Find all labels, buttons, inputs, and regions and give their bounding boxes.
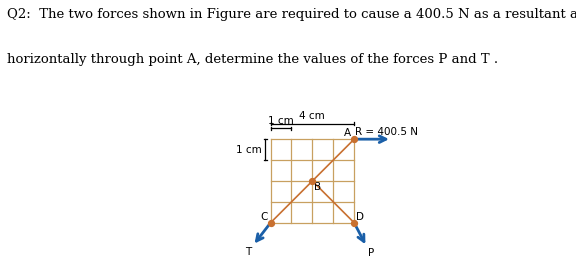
Text: A: A	[344, 128, 351, 138]
Text: R = 400.5 N: R = 400.5 N	[355, 127, 418, 137]
Text: C: C	[261, 212, 268, 222]
Text: horizontally through point A, determine the values of the forces P and T .: horizontally through point A, determine …	[7, 53, 498, 65]
Text: T: T	[245, 247, 251, 257]
Point	[350, 221, 359, 225]
Text: 1 cm: 1 cm	[268, 116, 294, 126]
Point	[350, 137, 359, 141]
Point	[266, 221, 275, 225]
Text: D: D	[356, 212, 364, 222]
Text: B: B	[314, 182, 321, 192]
Text: P: P	[369, 248, 374, 258]
Point	[308, 179, 317, 183]
Text: 1 cm: 1 cm	[237, 145, 262, 155]
Text: Q2:  The two forces shown in Figure are required to cause a 400.5 N as a resulta: Q2: The two forces shown in Figure are r…	[7, 8, 576, 21]
Text: 4 cm: 4 cm	[300, 111, 325, 121]
